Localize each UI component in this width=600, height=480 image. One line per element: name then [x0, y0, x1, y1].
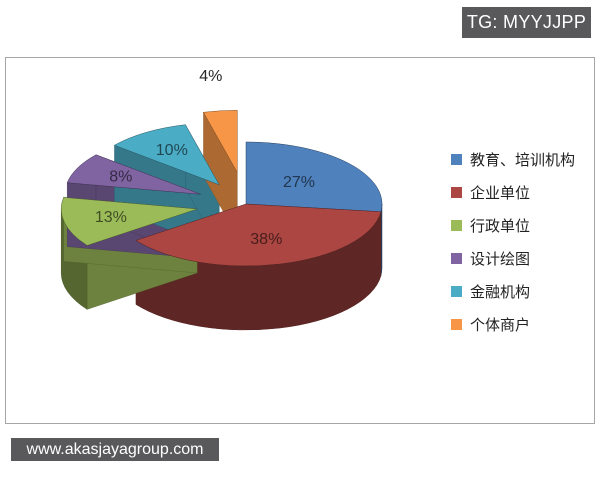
svg-text:8%: 8% [109, 168, 132, 185]
svg-text:27%: 27% [283, 174, 315, 191]
svg-text:38%: 38% [250, 231, 282, 248]
svg-text:13%: 13% [95, 209, 127, 226]
svg-text:10%: 10% [156, 142, 188, 159]
svg-text:4%: 4% [199, 68, 222, 85]
